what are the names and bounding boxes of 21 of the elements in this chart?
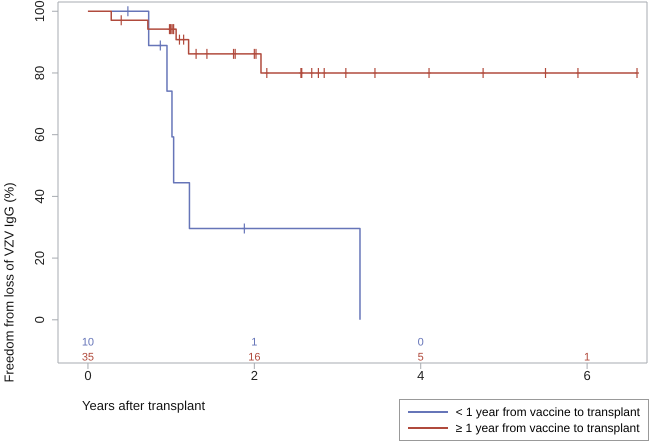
annotation: 10 <box>82 336 94 348</box>
y-tick-label: 0 <box>32 316 47 324</box>
annotation: 1 <box>584 352 590 364</box>
x-axis-title: Years after transplant <box>82 398 206 413</box>
annotation: 0 <box>418 336 424 348</box>
legend-label: < 1 year from vaccine to transplant <box>456 404 640 420</box>
x-tick-label: 2 <box>250 368 258 384</box>
y-tick-label: 100 <box>32 0 47 22</box>
legend-label: ≥ 1 year from vaccine to transplant <box>456 420 640 436</box>
y-tick-label: 20 <box>32 250 47 266</box>
annotation: 5 <box>418 352 424 364</box>
y-axis-title: Freedom from loss of VZV IgG (%) <box>2 182 17 383</box>
y-tick-label: 80 <box>32 66 47 80</box>
y-tick-label: 60 <box>32 127 47 142</box>
annotation: 35 <box>82 352 94 364</box>
y-tick-label: 40 <box>32 189 47 204</box>
x-tick-label: 0 <box>84 368 92 384</box>
annotation: 16 <box>248 352 260 364</box>
x-tick-label: 6 <box>583 368 591 384</box>
x-tick-label: 4 <box>417 368 424 384</box>
annotation: 1 <box>251 336 258 348</box>
